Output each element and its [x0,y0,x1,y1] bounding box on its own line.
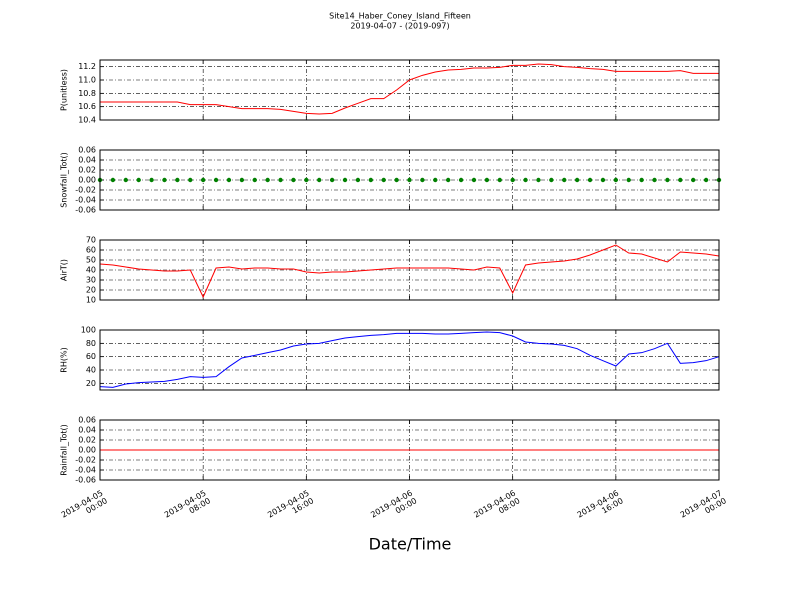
y-tick-label: -0.04 [75,196,96,205]
data-point [587,177,593,183]
data-point [536,177,541,183]
data-point [652,177,657,183]
data-point [123,177,128,183]
y-tick-label: 50 [86,256,96,265]
y-tick-label: 11.0 [78,76,96,85]
data-point [678,177,683,183]
y-tick-label: 40 [86,266,96,275]
data-point [317,177,322,183]
y-tick-label: 10.6 [78,102,96,111]
data-point [226,177,232,183]
axes-frame [99,149,720,211]
data-point [265,177,270,183]
y-tick-label: 80 [86,339,96,348]
y-tick-label: 11.2 [78,62,96,71]
data-point [342,177,348,183]
y-tick-label: 10.8 [78,89,96,98]
data-point [471,177,477,183]
y-axis-label: Snowfall_Tot() [60,152,69,208]
axes-frame [99,239,720,301]
data-point [523,177,528,183]
data-point [213,177,219,183]
data-point [149,177,154,183]
x-axis-label: Date/Time [369,535,452,554]
y-tick-label: 40 [86,366,96,375]
data-point [407,177,412,183]
data-point [600,177,606,183]
data-point [278,177,283,183]
data-point [549,177,554,183]
y-tick-label: 0.04 [78,426,96,435]
y-tick-label: 0.00 [78,176,96,185]
y-axis-label: P(unitless) [60,69,69,111]
axes-frame [99,419,720,481]
y-tick-label: -0.06 [75,206,96,215]
y-tick-label: -0.02 [75,186,96,195]
data-line [100,63,719,115]
y-axis-label: AirT() [60,259,69,281]
data-point [574,177,580,183]
y-tick-label: 70 [86,236,96,245]
data-point [381,177,386,183]
y-tick-label: -0.04 [75,466,96,475]
y-tick-label: 60 [86,352,96,361]
y-tick-label: 100 [81,326,96,335]
data-point [394,177,399,183]
figure-subtitle: 2019-04-07 - (2019-097) [350,22,449,31]
data-point [304,177,309,183]
y-axis-label: Rainfall_Tot() [60,424,69,476]
data-point [188,177,193,183]
data-point [613,177,619,183]
data-point [691,177,696,183]
data-point [110,177,116,183]
y-tick-label: 0.00 [78,446,96,455]
data-point [510,177,515,183]
axes-frame [99,59,720,121]
data-point [252,177,257,183]
data-point [329,177,335,183]
figure-title: Site14_Haber_Coney_Island_Fifteen [329,12,471,21]
y-tick-label: 20 [86,286,96,295]
data-point [291,177,296,183]
data-point [639,177,644,183]
data-point [200,177,206,183]
data-point [703,177,709,183]
data-point [497,177,502,183]
data-line [99,331,720,388]
data-point [368,177,374,183]
data-point [445,177,451,183]
data-point [175,177,180,183]
y-tick-label: 0.02 [78,166,96,175]
y-tick-label: 0.02 [78,436,96,445]
data-point [626,177,631,183]
y-tick-label: 20 [86,379,96,388]
data-point [458,177,464,183]
y-tick-label: -0.02 [75,456,96,465]
data-point [484,177,490,183]
axes-frame [99,329,720,391]
y-tick-label: 60 [86,246,96,255]
data-point [420,177,425,183]
y-tick-label: 10.4 [78,116,96,125]
data-point [162,177,167,183]
data-line [99,244,720,299]
y-tick-label: -0.06 [75,476,96,485]
y-tick-label: 0.06 [78,416,96,425]
y-tick-label: 30 [86,276,96,285]
y-tick-label: 0.04 [78,156,96,165]
data-point [433,177,438,183]
data-point [355,177,361,183]
data-point [562,177,567,183]
data-point [239,177,245,183]
y-axis-label: RH(%) [60,347,69,372]
y-tick-label: 10 [86,296,96,305]
y-tick-label: 0.06 [78,146,96,155]
data-point [665,177,670,183]
data-point [136,177,141,183]
